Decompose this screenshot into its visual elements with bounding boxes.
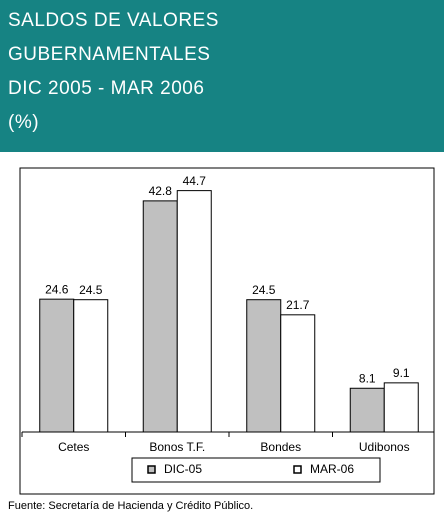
title-line: SALDOS DE VALORES: [8, 10, 219, 31]
legend-label: MAR-06: [310, 462, 354, 476]
bar: [349, 387, 385, 433]
x-tick-label: Bonos T.F.: [149, 440, 205, 454]
legend-box: [131, 457, 381, 483]
x-tick-label: Bondes: [260, 440, 301, 454]
legend-label: DIC-05: [164, 462, 202, 476]
bar: [383, 382, 419, 433]
value-label: 8.1: [359, 371, 376, 385]
value-label: 42.8: [149, 184, 173, 198]
bar: [280, 314, 316, 433]
value-label: 24.5: [79, 283, 103, 297]
bar: [246, 299, 282, 433]
x-tick-label: Cetes: [58, 440, 89, 454]
legend-swatch: [147, 465, 156, 474]
bar: [176, 190, 212, 433]
bar: [39, 298, 75, 433]
title-line: GUBERNAMENTALES: [8, 44, 211, 65]
header: SALDOS DE VALORES GUBERNAMENTALES DIC 2005…: [0, 0, 444, 152]
value-label: 24.5: [252, 283, 276, 297]
chart-frame: [19, 167, 435, 495]
source: Fuente: Secretaría de Hacienda y Crédito…: [8, 500, 253, 512]
value-label: 24.6: [45, 282, 69, 296]
value-label: 21.7: [286, 298, 310, 312]
x-tick-label: Udibonos: [359, 440, 410, 454]
title-line: (%): [8, 112, 40, 133]
value-label: 44.7: [183, 174, 207, 188]
bar: [142, 200, 178, 433]
legend-swatch: [293, 465, 302, 474]
bar: [73, 299, 109, 433]
value-label: 9.1: [393, 366, 410, 380]
title-line: DIC 2005 - MAR 2006: [8, 78, 205, 99]
